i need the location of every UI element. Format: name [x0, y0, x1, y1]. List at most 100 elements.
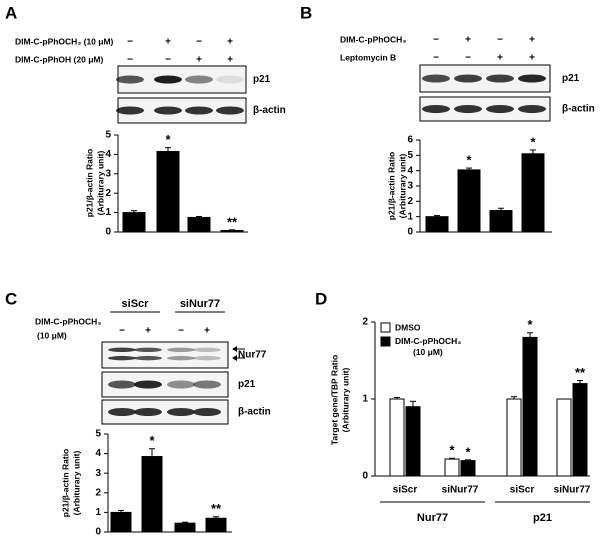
- bar: [141, 456, 163, 533]
- y-tick-label: 2: [407, 196, 413, 207]
- y-label-line: p21/β-actin Ratio: [386, 152, 396, 220]
- blot-band: [518, 105, 546, 113]
- blot-label: β-actin: [562, 104, 595, 115]
- treatment-sign: −: [433, 35, 439, 46]
- blot-band: [108, 380, 136, 389]
- blot-label: p21: [562, 73, 580, 84]
- bar: [444, 458, 460, 477]
- treatment-sign: −: [165, 55, 171, 66]
- y-label-line: Target gene/TBP Ratio: [329, 355, 339, 445]
- y-tick-label: 6: [407, 135, 413, 146]
- y-tick-label: 5: [105, 130, 111, 141]
- blot-band: [454, 105, 482, 113]
- treatment-sign: +: [196, 55, 202, 66]
- y-tick-label: 1: [95, 507, 101, 518]
- significance: **: [211, 501, 222, 516]
- bar: [522, 336, 538, 477]
- x-tick-label: siScr: [510, 485, 535, 496]
- blot-band: [193, 355, 221, 361]
- y-tick-label: 3: [407, 181, 413, 192]
- bar: [506, 398, 522, 477]
- nur77-arrows: [232, 346, 245, 361]
- legend-swatch: [380, 322, 391, 333]
- panel-letter: C: [5, 289, 17, 308]
- treatment-sign: +: [227, 55, 233, 66]
- bar: [110, 511, 132, 533]
- blot-band: [454, 74, 482, 83]
- treatment-label: DIM-C-pPhOCH₃: [340, 34, 406, 44]
- blot-band: [216, 75, 244, 84]
- significance: **: [575, 365, 586, 380]
- y-label-line: p21/β-actin Ratio: [84, 149, 94, 217]
- legend-label: DMSO: [395, 322, 421, 332]
- blot-label: β-actin: [238, 407, 271, 418]
- group-label: Nur77: [417, 512, 448, 524]
- blot-band: [422, 105, 450, 113]
- bar: [489, 210, 513, 233]
- treatment-sign: +: [529, 53, 535, 64]
- blot-band: [116, 106, 144, 115]
- treatment-sign: −: [196, 37, 202, 48]
- y-tick-label: 1: [362, 394, 368, 405]
- blot-band: [108, 347, 136, 352]
- y-tick-label: 0: [105, 227, 111, 238]
- legend-swatch: [380, 336, 391, 347]
- significance: *: [449, 443, 455, 458]
- blot-band: [134, 408, 162, 416]
- bar: [389, 398, 405, 477]
- y-label: p21/β-actin Ratio (Arbiturary unit): [84, 149, 105, 217]
- y-label-line: (Arbiturary unit): [340, 367, 350, 432]
- bar: [460, 460, 476, 477]
- blot-band: [185, 106, 213, 115]
- y-label-line: (Arbiturary unit): [397, 153, 407, 218]
- group-label: siNur77: [180, 298, 220, 310]
- panel-letter: B: [300, 3, 312, 22]
- blot-label: β-actin: [253, 105, 286, 116]
- treatment-sign: −: [433, 53, 439, 64]
- blot-band: [134, 380, 162, 389]
- y-tick-label: 0: [407, 227, 413, 238]
- panel-letter: D: [315, 289, 327, 308]
- y-tick-label: 2: [95, 487, 101, 498]
- blot-band: [108, 408, 136, 416]
- y-tick-label: 4: [105, 149, 111, 160]
- y-label-line: (Arbiturary unit): [95, 150, 105, 215]
- y-tick-label: 5: [95, 429, 101, 440]
- bar: [174, 522, 196, 533]
- treatment-sign: +: [227, 37, 233, 48]
- y-tick-label: 4: [407, 165, 413, 176]
- bar: [425, 216, 449, 233]
- y-label: p21/β-actin Ratio (Arbiturary unit): [60, 449, 81, 517]
- treatment-label: DIM-C-pPhOH (20 μM): [15, 54, 103, 64]
- significance: *: [465, 444, 471, 459]
- blot: [101, 341, 229, 369]
- treatment-label: Leptomycin B: [340, 52, 396, 62]
- x-tick-label: siNur77: [554, 485, 591, 496]
- group-label: p21: [533, 512, 552, 524]
- y-tick-label: 0: [362, 471, 368, 482]
- x-tick-label: siNur77: [442, 485, 479, 496]
- treatment-label: DIM-C-pPhOCH₃ (10 μM): [15, 36, 114, 46]
- bar: [556, 398, 572, 477]
- bar: [187, 216, 211, 233]
- x-tick-label: siScr: [393, 485, 418, 496]
- bar: [572, 383, 588, 477]
- y-label-line: p21/β-actin Ratio: [60, 449, 70, 517]
- treatment-sign: −: [497, 35, 503, 46]
- blot-label: p21: [238, 379, 256, 390]
- y-label-line: (Arbiturary unit): [71, 450, 81, 515]
- blot-band: [154, 106, 182, 115]
- bar: [220, 229, 244, 233]
- legend-label: DIM-C-pPhOCH₃ (10 μM): [395, 336, 461, 357]
- y-tick-label: 1: [105, 207, 111, 218]
- treatment-sign: +: [529, 35, 535, 46]
- blot-label: Nur77: [238, 350, 267, 361]
- significance: *: [530, 134, 536, 149]
- treatment-sign: −: [119, 326, 125, 337]
- bar: [156, 150, 180, 233]
- treatment-sign: +: [497, 53, 503, 64]
- blot-band: [108, 355, 136, 361]
- bar: [405, 406, 421, 477]
- significance: *: [527, 317, 533, 332]
